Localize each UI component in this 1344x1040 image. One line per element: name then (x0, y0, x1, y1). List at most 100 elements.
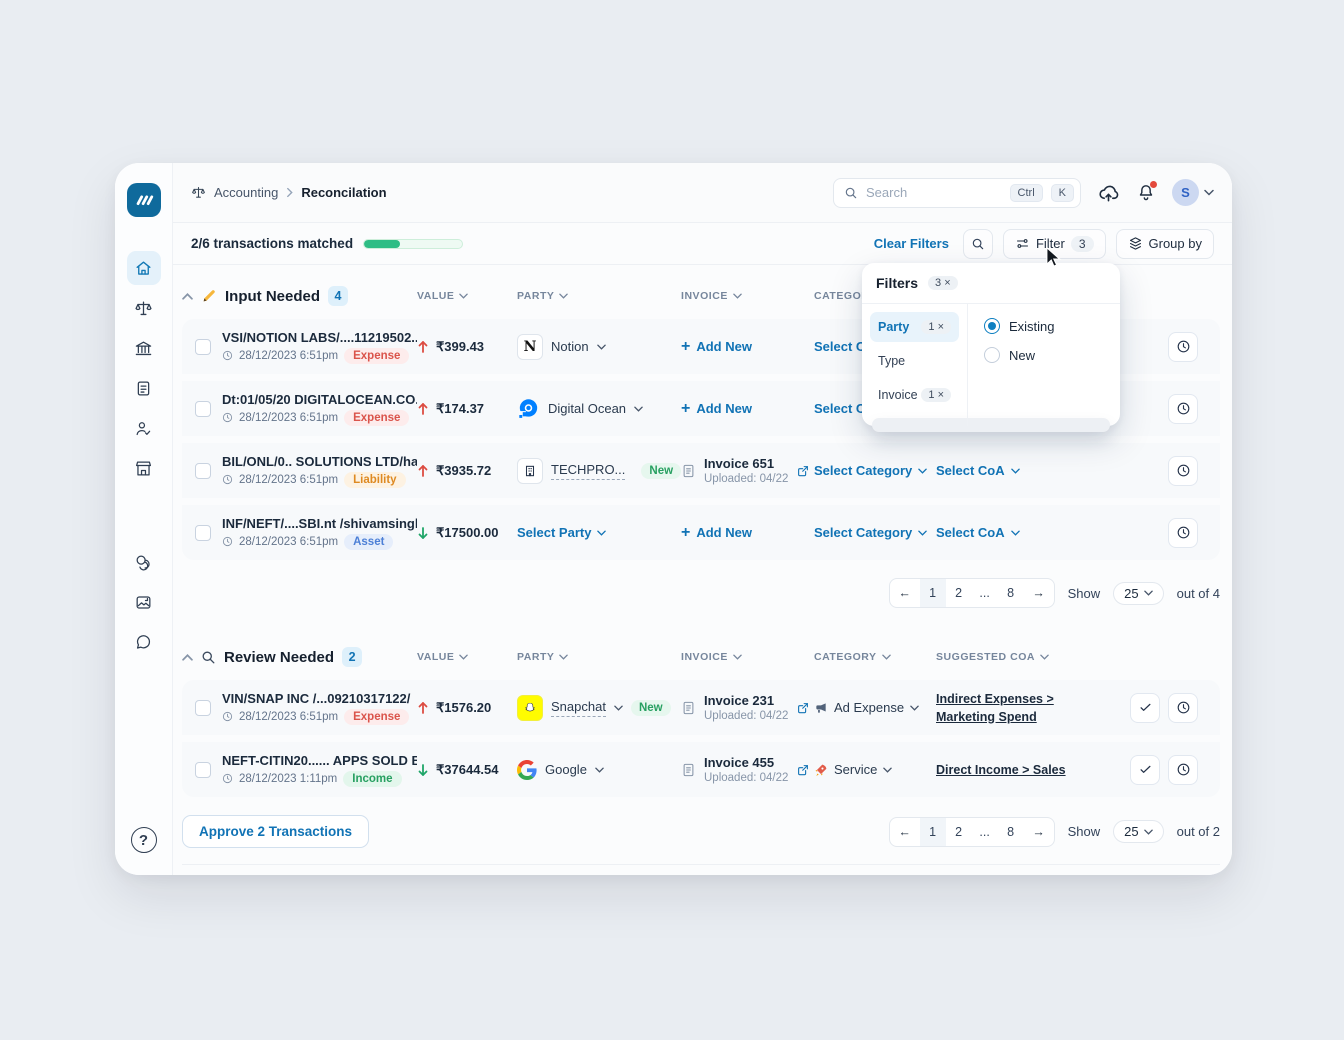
history-button[interactable] (1168, 331, 1198, 362)
sidebar-item-banking[interactable] (127, 331, 161, 365)
col-category[interactable]: CATEGORY (814, 651, 936, 663)
select-category-dropdown[interactable]: Select Category (814, 463, 936, 478)
history-button[interactable] (1168, 517, 1198, 548)
clear-filters-link[interactable]: Clear Filters (873, 236, 949, 251)
invoice-name[interactable]: Invoice 231 (704, 693, 775, 708)
notion-logo-icon: N (517, 333, 543, 360)
prev-page-button[interactable]: ← (898, 824, 911, 839)
invoice-name[interactable]: Invoice 455 (704, 755, 775, 770)
party-dropdown[interactable]: N Notion (517, 333, 681, 360)
page-size-select[interactable]: 25 (1113, 581, 1164, 605)
category-dropdown[interactable]: Service (814, 762, 936, 777)
chevron-down-icon (459, 293, 469, 299)
sidebar-item-store[interactable] (127, 451, 161, 485)
chevron-down-icon (881, 654, 891, 660)
sidebar-item-accounting[interactable] (127, 291, 161, 325)
chevron-up-icon[interactable] (182, 292, 193, 300)
sidebar-item-documents[interactable] (127, 371, 161, 405)
select-coa-dropdown[interactable]: Select CoA (936, 525, 1096, 540)
select-coa-dropdown[interactable]: Select CoA (936, 463, 1096, 478)
row-checkbox[interactable] (195, 699, 211, 716)
history-button[interactable] (1168, 455, 1198, 486)
breadcrumb-section[interactable]: Accounting (214, 185, 279, 200)
row-checkbox[interactable] (195, 524, 211, 541)
add-invoice-link[interactable]: + Add New (681, 399, 752, 417)
sidebar-item-contacts[interactable] (127, 411, 161, 445)
party-dropdown[interactable]: TECHPRO... New (517, 457, 682, 484)
col-value[interactable]: VALUE (417, 651, 517, 663)
chevron-down-icon (459, 654, 469, 660)
megaphone-icon (816, 702, 826, 713)
search-input[interactable]: Search Ctrl K (833, 177, 1081, 208)
external-link-icon[interactable] (796, 701, 810, 715)
chevron-up-icon[interactable] (182, 653, 193, 661)
history-button[interactable] (1168, 692, 1198, 723)
filter-invoice-badge[interactable]: 1 × (921, 388, 951, 402)
party-dropdown[interactable]: Digital Ocean (517, 397, 681, 420)
notification-dot (1150, 181, 1157, 188)
app-logo[interactable] (126, 183, 161, 217)
group-by-button[interactable]: Group by (1115, 228, 1214, 259)
breadcrumb-page: Reconcilation (301, 185, 387, 200)
col-invoice[interactable]: INVOICE (681, 651, 814, 663)
layers-icon (1129, 237, 1141, 250)
sidebar-nav (126, 251, 161, 659)
page-button[interactable]: 2 (955, 824, 963, 839)
page-button[interactable]: 8 (1007, 824, 1015, 839)
user-menu[interactable]: S (1172, 179, 1214, 206)
col-party[interactable]: PARTY (517, 651, 681, 663)
sidebar-item-cards[interactable] (127, 585, 161, 619)
filter-item-party[interactable]: Party 1 × (870, 312, 959, 342)
approve-row-button[interactable] (1130, 692, 1160, 723)
radio-new[interactable]: New (984, 347, 1104, 363)
filter-item-type[interactable]: Type (878, 354, 906, 368)
radio-existing[interactable]: Existing (984, 318, 1104, 334)
category-dropdown[interactable]: Ad Expense (814, 700, 936, 715)
filter-item-invoice[interactable]: Invoice 1 × (870, 380, 959, 410)
history-button[interactable] (1168, 393, 1198, 424)
invoice-name[interactable]: Invoice 651 (704, 456, 775, 471)
next-page-button[interactable]: → (1032, 586, 1045, 600)
sidebar-item-assets[interactable] (127, 545, 161, 579)
page-button[interactable]: 1 (919, 579, 946, 607)
col-suggested-coa[interactable]: SUGGESTED COA (936, 651, 1096, 663)
suggested-coa-link[interactable]: Indirect Expenses > Marketing Spend (936, 691, 1054, 724)
cloud-upload-button[interactable] (1097, 181, 1120, 204)
party-dropdown[interactable]: Google (517, 759, 681, 780)
filters-count-badge[interactable]: 3 × (928, 276, 958, 290)
page-button[interactable]: 1 (919, 817, 946, 846)
suggested-coa-link[interactable]: Direct Income > Sales (936, 762, 1066, 777)
next-page-button[interactable]: → (1032, 824, 1045, 839)
notifications-button[interactable] (1136, 181, 1157, 203)
add-invoice-link[interactable]: + Add New (681, 523, 752, 541)
row-checkbox[interactable] (195, 761, 211, 778)
history-button[interactable] (1168, 754, 1198, 785)
row-checkbox[interactable] (195, 338, 211, 355)
row-checkbox[interactable] (195, 400, 211, 417)
col-invoice[interactable]: INVOICE (681, 290, 814, 302)
filter-party-badge[interactable]: 1 × (921, 320, 951, 334)
prev-page-button[interactable]: ← (898, 586, 911, 600)
approve-transactions-button[interactable]: Approve 2 Transactions (182, 815, 370, 848)
select-party-dropdown[interactable]: Select Party (517, 525, 681, 540)
party-dropdown[interactable]: Snapchat New (517, 694, 681, 721)
page-button[interactable]: 8 (1007, 586, 1015, 600)
page-button[interactable]: 2 (955, 586, 963, 600)
external-link-icon[interactable] (796, 464, 810, 478)
external-link-icon[interactable] (796, 763, 810, 777)
sidebar-item-home[interactable] (126, 251, 161, 285)
chevron-down-icon (910, 705, 919, 711)
col-value[interactable]: VALUE (417, 290, 517, 302)
progress-bar (363, 238, 464, 249)
col-party[interactable]: PARTY (517, 290, 681, 302)
add-invoice-link[interactable]: + Add New (681, 337, 752, 355)
arrow-down-icon (418, 526, 428, 539)
pager: ← 1 2 ... 8 → (888, 578, 1055, 608)
help-button[interactable]: ? (130, 827, 157, 853)
row-checkbox[interactable] (195, 462, 211, 479)
page-size-select[interactable]: 25 (1113, 820, 1164, 843)
sidebar-item-support[interactable] (127, 625, 161, 659)
select-category-dropdown[interactable]: Select Category (814, 525, 936, 540)
approve-row-button[interactable] (1130, 754, 1160, 785)
table-search-button[interactable] (962, 228, 993, 259)
